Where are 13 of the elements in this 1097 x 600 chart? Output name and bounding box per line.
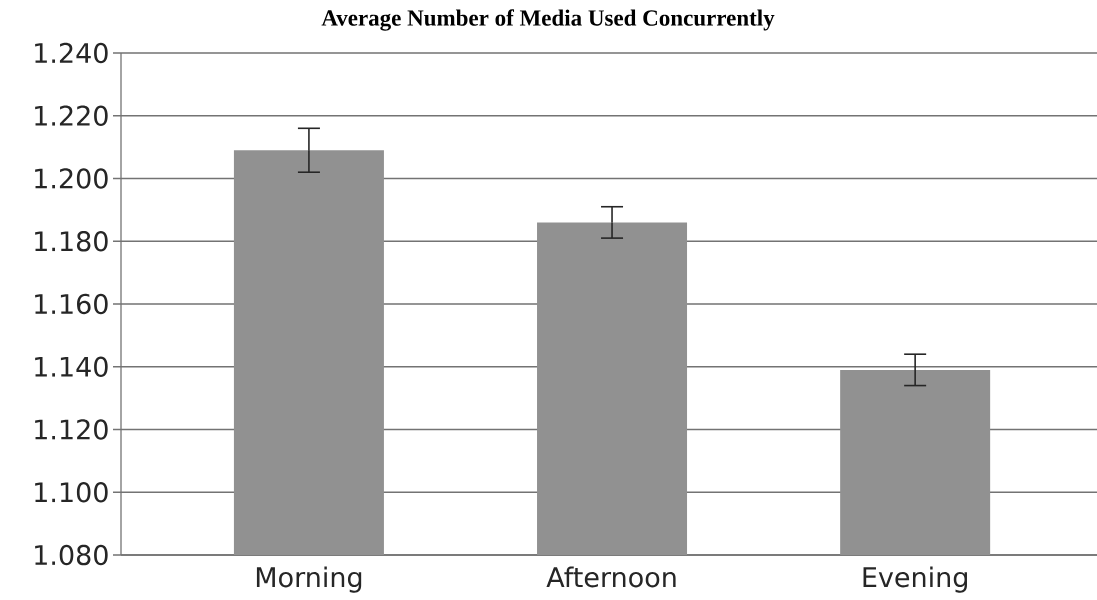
chart-title: Average Number of Media Used Concurrently [321, 9, 775, 31]
y-tick-label: 1.080 [35, 544, 108, 566]
y-tick-label: 1.240 [35, 42, 108, 64]
y-tick-label: 1.100 [35, 482, 108, 503]
x-tick-label: Evening [863, 566, 967, 593]
y-tick-label: 1.160 [35, 293, 108, 315]
y-tick-label: 1.200 [35, 168, 108, 189]
y-tick-label: 1.120 [35, 419, 108, 440]
y-tick-label: 1.180 [35, 231, 108, 252]
x-tick-label: Afternoon [546, 566, 676, 588]
y-tick-label: 1.220 [35, 105, 108, 126]
y-tick-label: 1.140 [35, 356, 108, 377]
x-tick-label: Morning [256, 566, 362, 593]
